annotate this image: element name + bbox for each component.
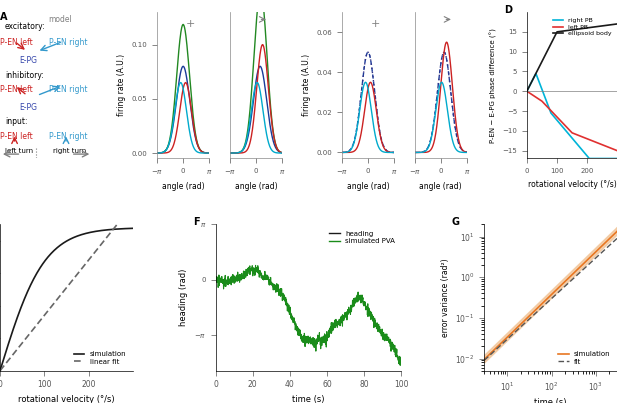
Y-axis label: P-EN − E-PG phase difference (°): P-EN − E-PG phase difference (°) [489,28,497,143]
Text: G: G [451,217,459,227]
Text: +: + [186,19,195,29]
Y-axis label: heading (rad): heading (rad) [179,269,188,326]
Text: P-EN right: P-EN right [49,85,87,94]
Text: P-EN right: P-EN right [49,132,87,141]
Text: P-EN right: P-EN right [49,38,87,48]
Text: input:: input: [5,118,27,127]
Text: E-PG: E-PG [19,56,38,65]
X-axis label: rotational velocity (°/s): rotational velocity (°/s) [528,180,616,189]
Legend: right PB, left PB, ellipsoid body: right PB, left PB, ellipsoid body [551,15,614,39]
Y-axis label: error variance (rad²): error variance (rad²) [441,258,450,337]
Y-axis label: firing rate (A.U.): firing rate (A.U.) [302,54,311,116]
Text: +: + [371,19,380,29]
X-axis label: angle (rad): angle (rad) [234,182,277,191]
Text: P-EN left: P-EN left [0,38,33,48]
X-axis label: angle (rad): angle (rad) [347,182,389,191]
Y-axis label: firing rate (A.U.): firing rate (A.U.) [117,54,126,116]
Text: right turn: right turn [54,148,86,154]
Text: model: model [48,15,72,24]
Text: P-EN left: P-EN left [0,132,33,141]
Legend: heading, simulated PVA: heading, simulated PVA [326,228,398,247]
Text: inhibitory:: inhibitory: [5,71,44,80]
Text: P-EN left: P-EN left [0,85,33,94]
X-axis label: angle (rad): angle (rad) [420,182,462,191]
Legend: simulation, linear fit: simulation, linear fit [71,348,130,367]
Text: excitatory:: excitatory: [5,22,46,31]
Text: A: A [0,12,7,22]
X-axis label: angle (rad): angle (rad) [162,182,204,191]
X-axis label: time (s): time (s) [534,399,567,403]
Text: left turn: left turn [5,148,33,154]
Legend: simulation, fit: simulation, fit [555,348,613,367]
Text: F: F [193,217,200,227]
Text: E-PG: E-PG [19,103,38,112]
Text: D: D [504,5,512,15]
X-axis label: rotational velocity (°/s): rotational velocity (°/s) [18,395,115,403]
X-axis label: time (s): time (s) [292,395,325,403]
